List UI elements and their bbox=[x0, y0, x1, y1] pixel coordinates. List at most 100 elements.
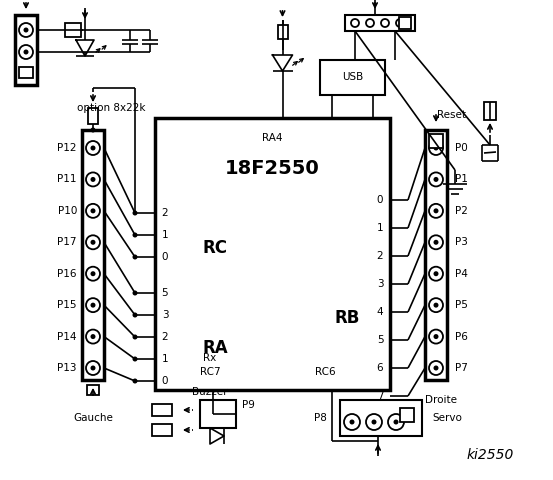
Circle shape bbox=[91, 271, 96, 276]
Text: P12: P12 bbox=[58, 143, 77, 153]
Text: 2: 2 bbox=[377, 251, 383, 261]
Text: RA4: RA4 bbox=[262, 133, 283, 143]
Circle shape bbox=[344, 414, 360, 430]
Bar bbox=[425, 130, 447, 380]
Bar bbox=[400, 408, 414, 422]
Circle shape bbox=[396, 19, 404, 27]
Circle shape bbox=[434, 365, 439, 371]
Text: P11: P11 bbox=[58, 174, 77, 184]
Text: RC: RC bbox=[203, 239, 228, 257]
Text: P3: P3 bbox=[455, 237, 468, 247]
Circle shape bbox=[91, 240, 96, 245]
Circle shape bbox=[91, 365, 96, 371]
Text: Buzzer: Buzzer bbox=[192, 387, 228, 397]
Circle shape bbox=[381, 19, 389, 27]
Bar bbox=[200, 400, 236, 428]
Text: 0: 0 bbox=[377, 195, 383, 205]
Circle shape bbox=[434, 334, 439, 339]
Text: P10: P10 bbox=[58, 206, 77, 216]
Text: 1: 1 bbox=[161, 230, 168, 240]
Bar bbox=[152, 424, 172, 436]
Bar bbox=[155, 118, 390, 390]
Text: P8: P8 bbox=[314, 413, 326, 423]
Circle shape bbox=[133, 357, 138, 361]
Circle shape bbox=[429, 204, 443, 218]
Text: 3: 3 bbox=[161, 310, 168, 320]
Text: P16: P16 bbox=[58, 269, 77, 279]
Bar bbox=[19, 67, 33, 78]
Text: P9: P9 bbox=[242, 400, 254, 410]
Circle shape bbox=[434, 240, 439, 245]
Text: 5: 5 bbox=[161, 288, 168, 298]
Text: P4: P4 bbox=[455, 269, 468, 279]
Circle shape bbox=[434, 177, 439, 182]
Bar bbox=[88, 108, 98, 124]
Circle shape bbox=[366, 414, 382, 430]
Bar bbox=[278, 25, 288, 39]
Bar bbox=[429, 134, 443, 148]
Circle shape bbox=[91, 128, 96, 132]
Circle shape bbox=[351, 19, 359, 27]
Circle shape bbox=[429, 267, 443, 281]
Text: Droite: Droite bbox=[425, 395, 457, 405]
Circle shape bbox=[86, 204, 100, 218]
Bar bbox=[15, 15, 37, 85]
Text: 0: 0 bbox=[161, 252, 168, 262]
Text: RA: RA bbox=[203, 339, 228, 357]
Circle shape bbox=[86, 298, 100, 312]
Circle shape bbox=[366, 19, 374, 27]
Text: 0: 0 bbox=[161, 376, 168, 386]
Text: 18F2550: 18F2550 bbox=[225, 158, 320, 178]
Bar bbox=[399, 17, 411, 29]
Circle shape bbox=[86, 330, 100, 344]
Text: P14: P14 bbox=[58, 332, 77, 342]
Text: P17: P17 bbox=[58, 237, 77, 247]
Circle shape bbox=[23, 49, 29, 55]
Circle shape bbox=[86, 235, 100, 249]
Circle shape bbox=[429, 172, 443, 186]
Text: ki2550: ki2550 bbox=[466, 448, 514, 462]
Text: P13: P13 bbox=[58, 363, 77, 373]
Circle shape bbox=[86, 267, 100, 281]
Circle shape bbox=[394, 420, 399, 424]
Text: RC7: RC7 bbox=[200, 367, 220, 377]
Text: 2: 2 bbox=[161, 208, 168, 218]
Circle shape bbox=[133, 312, 138, 317]
Text: USB: USB bbox=[342, 72, 363, 83]
Circle shape bbox=[429, 330, 443, 344]
Text: 7: 7 bbox=[377, 391, 383, 401]
Bar bbox=[65, 23, 81, 37]
Bar bbox=[152, 404, 172, 416]
Circle shape bbox=[23, 27, 29, 33]
Text: 5: 5 bbox=[377, 335, 383, 345]
Bar bbox=[320, 60, 385, 95]
Circle shape bbox=[133, 379, 138, 384]
Text: option 8x22k: option 8x22k bbox=[77, 103, 145, 113]
Circle shape bbox=[434, 145, 439, 151]
Circle shape bbox=[86, 361, 100, 375]
Bar bbox=[82, 130, 104, 380]
Text: RC6: RC6 bbox=[315, 367, 335, 377]
Circle shape bbox=[434, 303, 439, 308]
Text: P0: P0 bbox=[455, 143, 468, 153]
Circle shape bbox=[372, 420, 377, 424]
Circle shape bbox=[349, 420, 354, 424]
Circle shape bbox=[133, 232, 138, 238]
Text: P7: P7 bbox=[455, 363, 468, 373]
Circle shape bbox=[133, 290, 138, 296]
Text: 1: 1 bbox=[161, 354, 168, 364]
Text: P5: P5 bbox=[455, 300, 468, 310]
Circle shape bbox=[86, 172, 100, 186]
Circle shape bbox=[19, 23, 33, 37]
Bar bbox=[340, 400, 422, 436]
Circle shape bbox=[133, 254, 138, 260]
Text: 4: 4 bbox=[377, 307, 383, 317]
Bar bbox=[345, 15, 415, 31]
Circle shape bbox=[388, 414, 404, 430]
Circle shape bbox=[133, 335, 138, 339]
Text: P2: P2 bbox=[455, 206, 468, 216]
Circle shape bbox=[91, 303, 96, 308]
Circle shape bbox=[91, 208, 96, 213]
Circle shape bbox=[429, 298, 443, 312]
Circle shape bbox=[429, 361, 443, 375]
